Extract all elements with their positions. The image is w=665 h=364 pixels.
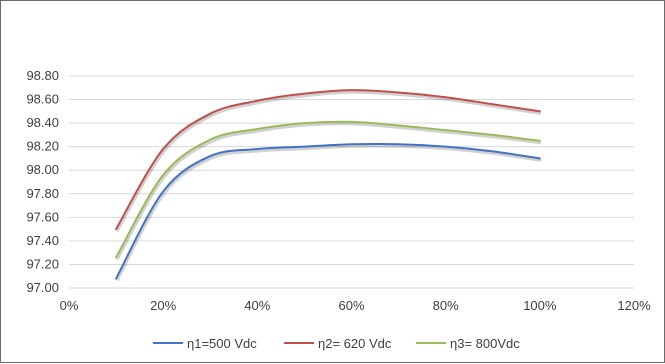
y-tick-label: 97.00 <box>26 280 59 295</box>
series-line-2 <box>115 89 541 231</box>
series-line-shadow <box>115 90 542 232</box>
x-tick-label: 120% <box>617 298 651 313</box>
y-tick-label: 98.00 <box>26 162 59 177</box>
y-tick-label: 98.60 <box>26 92 59 107</box>
y-tick-label: 98.80 <box>26 68 59 83</box>
y-tick-label: 98.40 <box>26 115 59 130</box>
x-tick-label: 40% <box>244 298 270 313</box>
y-tick-label: 97.40 <box>26 233 59 248</box>
legend-label: η3= 800Vdc <box>450 336 520 351</box>
x-tick-label: 100% <box>523 298 557 313</box>
x-tick-label: 80% <box>433 298 459 313</box>
x-tick-label: 60% <box>338 298 364 313</box>
x-tick-label: 0% <box>60 298 79 313</box>
series-line-shadow <box>115 122 542 261</box>
y-tick-label: 97.20 <box>26 256 59 271</box>
series-line-3 <box>115 120 541 259</box>
x-tick-label: 20% <box>150 298 176 313</box>
legend-label: η2= 620 Vdc <box>318 336 392 351</box>
y-tick-label: 97.60 <box>26 209 59 224</box>
series-line-shadow <box>115 144 542 282</box>
y-tick-label: 97.80 <box>26 186 59 201</box>
y-tick-label: 98.20 <box>26 139 59 154</box>
series-line-1 <box>115 143 541 280</box>
legend-label: η1=500 Vdc <box>187 336 257 351</box>
